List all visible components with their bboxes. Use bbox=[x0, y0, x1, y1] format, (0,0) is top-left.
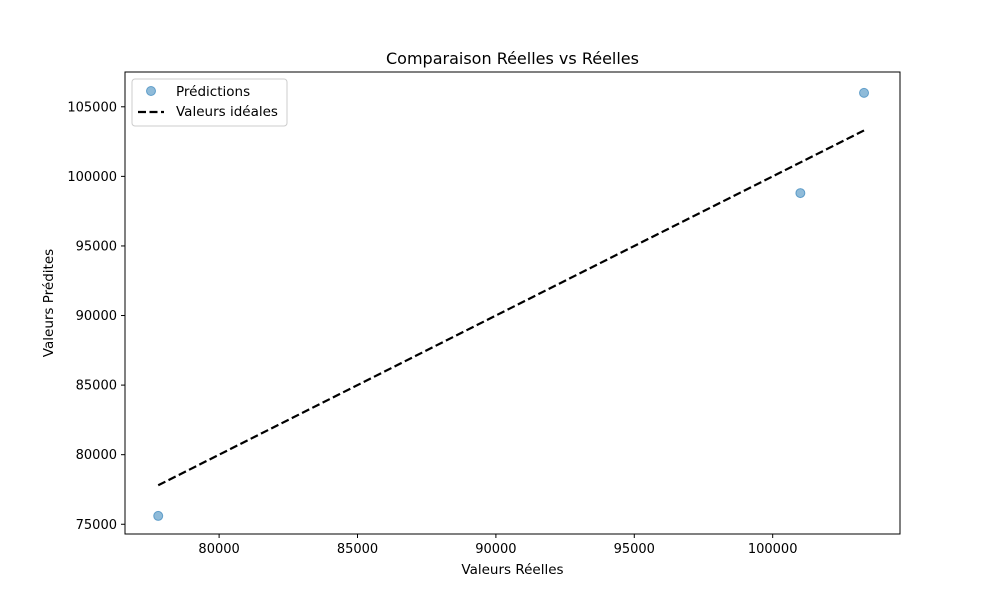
legend-box bbox=[131, 78, 288, 127]
y-tick-label: 95000 bbox=[76, 239, 117, 254]
legend-label-predictions: Prédictions bbox=[176, 84, 250, 100]
y-tick-label: 75000 bbox=[76, 518, 117, 533]
x-tick-label: 85000 bbox=[337, 542, 378, 557]
y-tick-label: 100000 bbox=[67, 170, 117, 185]
x-tick-label: 100000 bbox=[748, 542, 798, 557]
x-axis: 80000 85000 90000 95000 100000 bbox=[198, 534, 797, 557]
y-tick-label: 85000 bbox=[76, 379, 117, 394]
legend-label-ideal: Valeurs idéales bbox=[176, 104, 278, 120]
prediction-point bbox=[795, 188, 806, 199]
x-tick-label: 80000 bbox=[198, 542, 239, 557]
y-tick-label: 105000 bbox=[67, 100, 117, 115]
prediction-point bbox=[859, 87, 870, 98]
x-axis-title: Valeurs Réelles bbox=[461, 562, 563, 578]
y-tick-label: 80000 bbox=[76, 448, 117, 463]
ideal-line bbox=[157, 129, 865, 487]
y-axis-title: Valeurs Prédites bbox=[41, 249, 57, 357]
prediction-point bbox=[153, 510, 164, 521]
legend-marker-predictions bbox=[146, 86, 156, 96]
legend: Prédictions Valeurs idéales bbox=[131, 78, 288, 127]
series-layer bbox=[153, 87, 870, 521]
y-axis: 75000 80000 85000 90000 95000 100000 105000 bbox=[67, 100, 125, 533]
plot-frame bbox=[124, 71, 901, 535]
chart-title: Comparaison Réelles vs Réelles bbox=[386, 49, 639, 68]
x-tick-label: 95000 bbox=[614, 542, 655, 557]
plot-area bbox=[125, 72, 900, 534]
x-tick-label: 90000 bbox=[475, 542, 516, 557]
y-tick-label: 90000 bbox=[76, 309, 117, 324]
